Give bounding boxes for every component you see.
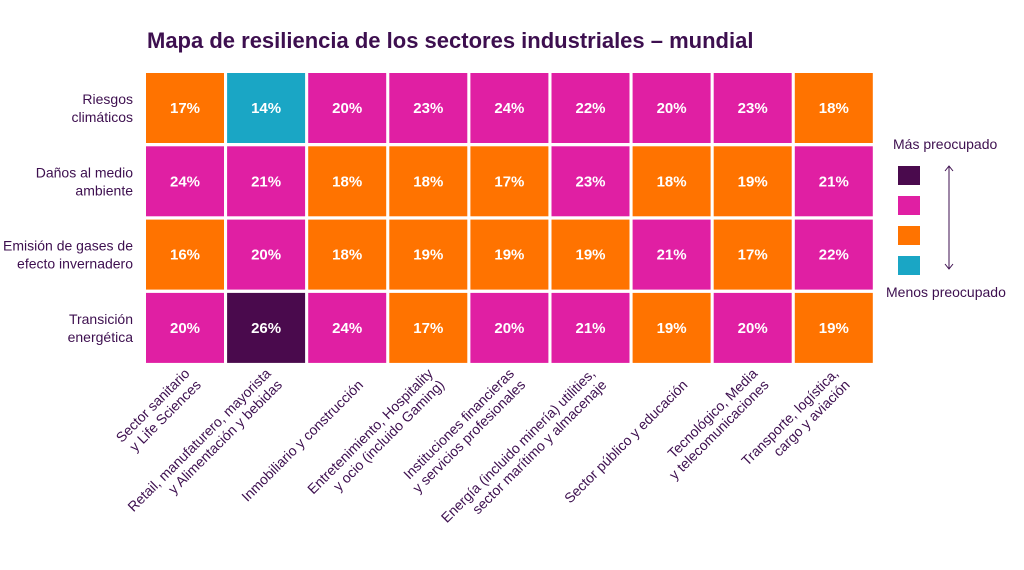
heatmap-cell-r2-c3 [389, 219, 468, 290]
heatmap-cell-r0-c5 [551, 73, 630, 143]
heatmap-cell-r1-c6 [632, 146, 711, 217]
heatmap-cell-r1-c8 [794, 146, 873, 217]
cell-value-label: 19% [575, 247, 605, 264]
cell-value-label: 18% [332, 247, 362, 264]
heatmap-cell-r3-c5 [551, 292, 630, 363]
heatmap-cell-r2-c4 [470, 219, 549, 290]
heatmap-cell-r1-c1 [227, 146, 306, 217]
heatmap-cell-r3-c4 [470, 292, 549, 363]
cell-value-label: 17% [170, 100, 200, 117]
heatmap-cell-r3-c3 [389, 292, 468, 363]
heatmap-cell-r1-c4 [470, 146, 549, 217]
heatmap-cell-r2-c6 [632, 219, 711, 290]
row-label: Emisión de gases de efecto invernadero [3, 238, 133, 272]
cell-value-label: 18% [819, 100, 849, 117]
heatmap-cell-r2-c0 [146, 219, 224, 290]
legend-swatch [898, 196, 920, 215]
row-label: Riesgos climáticos [72, 91, 133, 125]
cell-value-label: 17% [413, 320, 443, 337]
cell-value-label: 18% [332, 173, 362, 190]
cell-value-label: 20% [494, 320, 524, 337]
arrow-down-icon [944, 263, 954, 270]
cell-value-label: 19% [413, 247, 443, 264]
cell-value-label: 22% [819, 247, 849, 264]
cell-value-label: 19% [494, 247, 524, 264]
cell-value-label: 16% [170, 247, 200, 264]
cell-value-label: 20% [251, 247, 281, 264]
cell-value-label: 18% [657, 173, 687, 190]
chart-title: Mapa de resiliencia de los sectores indu… [147, 28, 754, 53]
cell-value-label: 24% [494, 100, 524, 117]
cell-value-label: 23% [575, 173, 605, 190]
heatmap-cell-r3-c2 [308, 292, 387, 363]
heatmap-cell-r3-c8 [794, 292, 873, 363]
heatmap-cell-r2-c1 [227, 219, 306, 290]
arrow-up-icon [944, 165, 954, 172]
cell-value-label: 19% [819, 320, 849, 337]
heatmap-cell-r0-c2 [308, 73, 387, 143]
heatmap-cell-r1-c3 [389, 146, 468, 217]
heatmap-cell-r0-c8 [794, 73, 873, 143]
heatmap-cell-r0-c6 [632, 73, 711, 143]
row-label: Transición energética [68, 311, 134, 345]
cell-value-label: 19% [657, 320, 687, 337]
heatmap-cell-r3-c7 [713, 292, 792, 363]
cell-value-label: 24% [170, 173, 200, 190]
cell-value-label: 23% [738, 100, 768, 117]
heatmap-cell-r3-c0 [146, 292, 224, 363]
cell-value-label: 19% [738, 173, 768, 190]
heatmap-cell-r3-c6 [632, 292, 711, 363]
cell-value-label: 26% [251, 320, 281, 337]
heatmap-cell-r1-c7 [713, 146, 792, 217]
cell-value-label: 21% [657, 247, 687, 264]
cell-value-label: 21% [251, 173, 281, 190]
cell-value-label: 17% [494, 173, 524, 190]
heatmap-cell-r0-c3 [389, 73, 468, 143]
cell-value-label: 20% [332, 100, 362, 117]
cell-value-label: 17% [738, 247, 768, 264]
legend-top-label: Más preocupado [893, 136, 998, 152]
heatmap-cell-r1-c0 [146, 146, 224, 217]
cell-value-label: 20% [738, 320, 768, 337]
cell-value-label: 21% [575, 320, 605, 337]
cell-value-label: 20% [170, 320, 200, 337]
legend-swatch [898, 166, 920, 185]
cell-value-label: 18% [413, 173, 443, 190]
heatmap-cell-r1-c5 [551, 146, 630, 217]
row-label: Daños al medio ambiente [36, 164, 133, 198]
heatmap-cell-r1-c2 [308, 146, 387, 217]
heatmap-cell-r2-c5 [551, 219, 630, 290]
legend-bottom-label: Menos preocupado [886, 284, 1006, 300]
heatmap-cell-r0-c1 [227, 73, 306, 143]
heatmap-cell-r0-c4 [470, 73, 549, 143]
heatmap-cell-r0-c0 [146, 73, 224, 143]
heatmap-cell-r2-c8 [794, 219, 873, 290]
cell-value-label: 21% [819, 173, 849, 190]
cell-value-label: 24% [332, 320, 362, 337]
heatmap-cell-r2-c7 [713, 219, 792, 290]
cell-value-label: 23% [413, 100, 443, 117]
heatmap-cell-r2-c2 [308, 219, 387, 290]
cell-value-label: 22% [575, 100, 605, 117]
heatmap-cell-r0-c7 [713, 73, 792, 143]
legend-swatch [898, 256, 920, 275]
cell-value-label: 20% [657, 100, 687, 117]
heatmap-cell-r3-c1 [227, 292, 306, 363]
cell-value-label: 14% [251, 100, 281, 117]
legend-swatch [898, 226, 920, 245]
